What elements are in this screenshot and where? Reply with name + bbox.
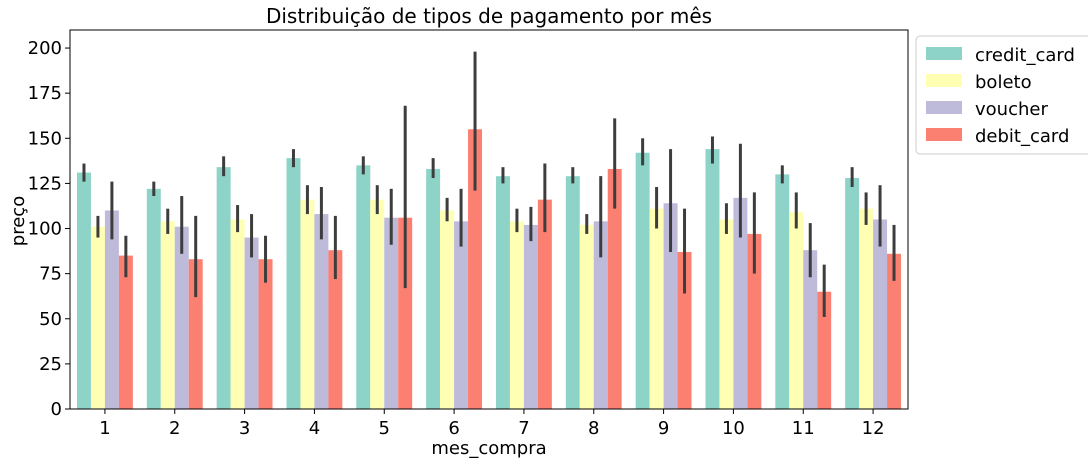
legend-swatch-boleto xyxy=(926,74,962,87)
bar-voucher-4 xyxy=(314,214,329,409)
bar-credit_card-3 xyxy=(216,167,231,409)
bar-voucher-3 xyxy=(244,237,259,409)
bar-boleto-7 xyxy=(509,221,524,409)
plot-frame xyxy=(69,29,909,410)
legend-frame xyxy=(915,35,1088,155)
bar-debit_card-5 xyxy=(398,217,413,409)
legend-swatch-voucher xyxy=(926,101,962,114)
bar-boleto-4 xyxy=(300,199,315,409)
y-axis-title: preço xyxy=(8,196,29,246)
bar-voucher-11 xyxy=(803,250,818,409)
bar-boleto-12 xyxy=(859,208,874,409)
bar-voucher-12 xyxy=(873,219,888,409)
y-tick-label: 0 xyxy=(51,399,62,420)
bar-credit_card-6 xyxy=(426,168,441,409)
bar-debit_card-2 xyxy=(188,259,203,409)
bar-boleto-3 xyxy=(230,219,245,409)
bar-debit_card-8 xyxy=(607,168,622,409)
x-tick-label: 7 xyxy=(518,418,529,439)
bar-voucher-10 xyxy=(733,197,748,409)
bar-boleto-2 xyxy=(160,221,175,409)
bar-boleto-9 xyxy=(649,208,664,409)
bar-boleto-1 xyxy=(90,226,105,409)
bar-debit_card-3 xyxy=(258,259,273,409)
y-tick-label: 150 xyxy=(28,128,62,149)
y-tick-label: 200 xyxy=(28,38,62,59)
x-tick-label: 8 xyxy=(588,418,599,439)
bar-credit_card-9 xyxy=(635,152,650,409)
bar-debit_card-9 xyxy=(677,251,692,409)
legend-swatch-credit_card xyxy=(926,47,962,60)
x-tick-label: 3 xyxy=(239,418,250,439)
bar-boleto-11 xyxy=(789,212,804,409)
bar-voucher-5 xyxy=(384,217,399,409)
bar-voucher-8 xyxy=(593,221,608,409)
bar-voucher-7 xyxy=(523,224,538,409)
bar-credit_card-7 xyxy=(495,176,510,409)
legend-label-voucher: voucher xyxy=(975,99,1048,120)
bar-credit_card-8 xyxy=(565,176,580,409)
x-axis-title: mes_compra xyxy=(431,438,546,459)
y-tick-label: 100 xyxy=(28,219,62,240)
y-tick-label: 175 xyxy=(28,83,62,104)
legend-label-debit_card: debit_card xyxy=(975,126,1069,147)
chart-title: Distribuição de tipos de pagamento por m… xyxy=(266,4,712,28)
y-tick-label: 25 xyxy=(39,354,62,375)
bar-credit_card-5 xyxy=(356,165,371,409)
x-tick-label: 6 xyxy=(448,418,459,439)
y-tick-label: 125 xyxy=(28,173,62,194)
legend-label-credit_card: credit_card xyxy=(975,45,1075,66)
bar-debit_card-11 xyxy=(817,291,832,409)
bar-voucher-6 xyxy=(454,221,469,409)
bar-credit_card-10 xyxy=(705,149,720,409)
bar-boleto-10 xyxy=(719,219,734,409)
bar-debit_card-6 xyxy=(468,129,483,409)
bar-boleto-5 xyxy=(370,199,385,409)
bar-debit_card-7 xyxy=(537,199,552,409)
bar-credit_card-11 xyxy=(775,174,790,409)
bar-debit_card-12 xyxy=(887,253,902,409)
x-tick-label: 10 xyxy=(722,418,745,439)
bar-voucher-1 xyxy=(104,210,119,409)
x-tick-label: 11 xyxy=(792,418,815,439)
bar-debit_card-1 xyxy=(118,255,133,409)
bar-credit_card-1 xyxy=(76,172,91,409)
bar-voucher-9 xyxy=(663,203,678,409)
bar-credit_card-12 xyxy=(845,177,860,409)
x-tick-label: 2 xyxy=(169,418,180,439)
x-tick-label: 12 xyxy=(862,418,885,439)
legend-label-boleto: boleto xyxy=(975,72,1032,93)
bar-boleto-6 xyxy=(440,210,455,409)
y-tick-label: 50 xyxy=(39,309,62,330)
y-tick-label: 75 xyxy=(39,264,62,285)
x-tick-label: 9 xyxy=(658,418,669,439)
bar-debit_card-4 xyxy=(328,250,343,409)
bar-voucher-2 xyxy=(174,226,189,409)
x-tick-label: 5 xyxy=(379,418,390,439)
bar-boleto-8 xyxy=(579,224,594,409)
legend-swatch-debit_card xyxy=(926,128,962,141)
bar-credit_card-4 xyxy=(286,158,301,409)
x-tick-label: 4 xyxy=(309,418,320,439)
bar-debit_card-10 xyxy=(747,233,762,409)
bar-credit_card-2 xyxy=(146,188,161,409)
x-tick-label: 1 xyxy=(99,418,110,439)
